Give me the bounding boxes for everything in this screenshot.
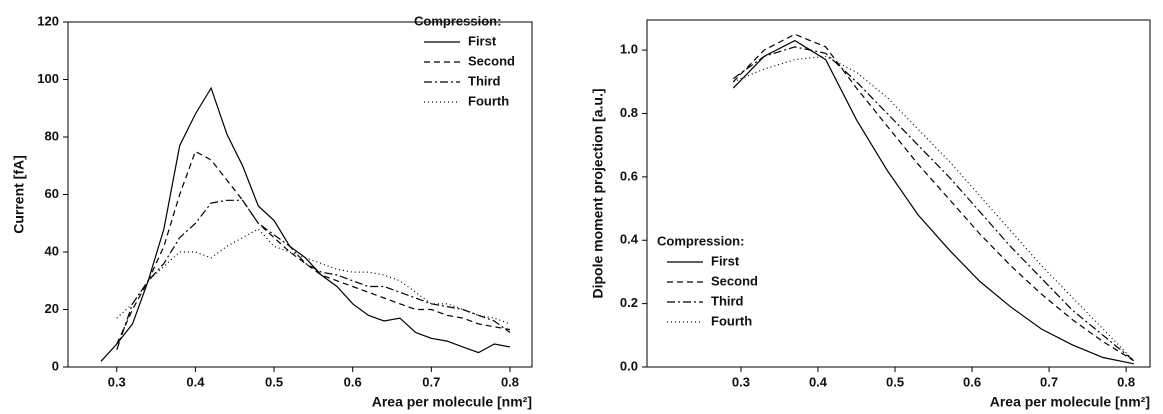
data-line xyxy=(116,228,511,325)
y-tick-label: 1.0 xyxy=(620,42,638,57)
data-line xyxy=(116,150,511,345)
legend-label: Second xyxy=(468,53,515,68)
legend-title: Compression: xyxy=(414,13,501,28)
legend-title: Compression: xyxy=(657,233,744,248)
x-tick-label: 0.5 xyxy=(265,374,283,389)
x-axis-label: Area per molecule [nm²] xyxy=(372,394,532,410)
legend-label: Third xyxy=(711,293,744,308)
y-tick-label: 100 xyxy=(37,71,59,86)
x-tick-label: 0.4 xyxy=(809,374,828,389)
legend-label: Second xyxy=(711,273,758,288)
y-tick-label: 0 xyxy=(52,358,59,373)
x-tick-label: 0.4 xyxy=(186,374,205,389)
data-line xyxy=(100,86,511,362)
y-tick-label: 0.0 xyxy=(620,358,638,373)
y-axis-label: Dipole moment projection [a.u.] xyxy=(590,88,606,298)
y-tick-label: 60 xyxy=(45,186,59,201)
data-line xyxy=(732,46,1135,362)
y-tick-label: 0.2 xyxy=(620,295,638,310)
x-tick-label: 0.8 xyxy=(501,374,519,389)
x-tick-label: 0.5 xyxy=(886,374,904,389)
legend-label: Fourth xyxy=(468,93,509,108)
x-axis-label: Area per molecule [nm²] xyxy=(990,394,1150,410)
y-tick-label: 0.6 xyxy=(620,168,638,183)
data-line xyxy=(733,55,1135,362)
y-tick-label: 40 xyxy=(45,243,59,258)
legend-label: Fourth xyxy=(711,313,752,328)
y-tick-label: 120 xyxy=(37,13,59,28)
plot-frame xyxy=(646,19,1151,368)
x-tick-label: 0.6 xyxy=(344,374,362,389)
legend-label: First xyxy=(711,253,740,268)
plot-frame xyxy=(67,21,533,368)
x-tick-label: 0.3 xyxy=(732,374,750,389)
x-tick-label: 0.6 xyxy=(963,374,981,389)
y-tick-label: 0.4 xyxy=(620,232,639,247)
data-line xyxy=(732,33,1135,362)
x-tick-label: 0.7 xyxy=(422,374,440,389)
y-tick-label: 0.8 xyxy=(620,105,638,120)
x-tick-label: 0.8 xyxy=(1117,374,1135,389)
y-tick-label: 20 xyxy=(45,301,59,316)
data-line xyxy=(116,199,511,350)
y-axis-label: Current [fA] xyxy=(11,155,27,234)
legend-label: First xyxy=(468,33,497,48)
y-tick-label: 80 xyxy=(45,128,59,143)
legend-label: Third xyxy=(468,73,501,88)
x-tick-label: 0.7 xyxy=(1040,374,1058,389)
data-line xyxy=(732,39,1134,365)
x-tick-label: 0.3 xyxy=(108,374,126,389)
